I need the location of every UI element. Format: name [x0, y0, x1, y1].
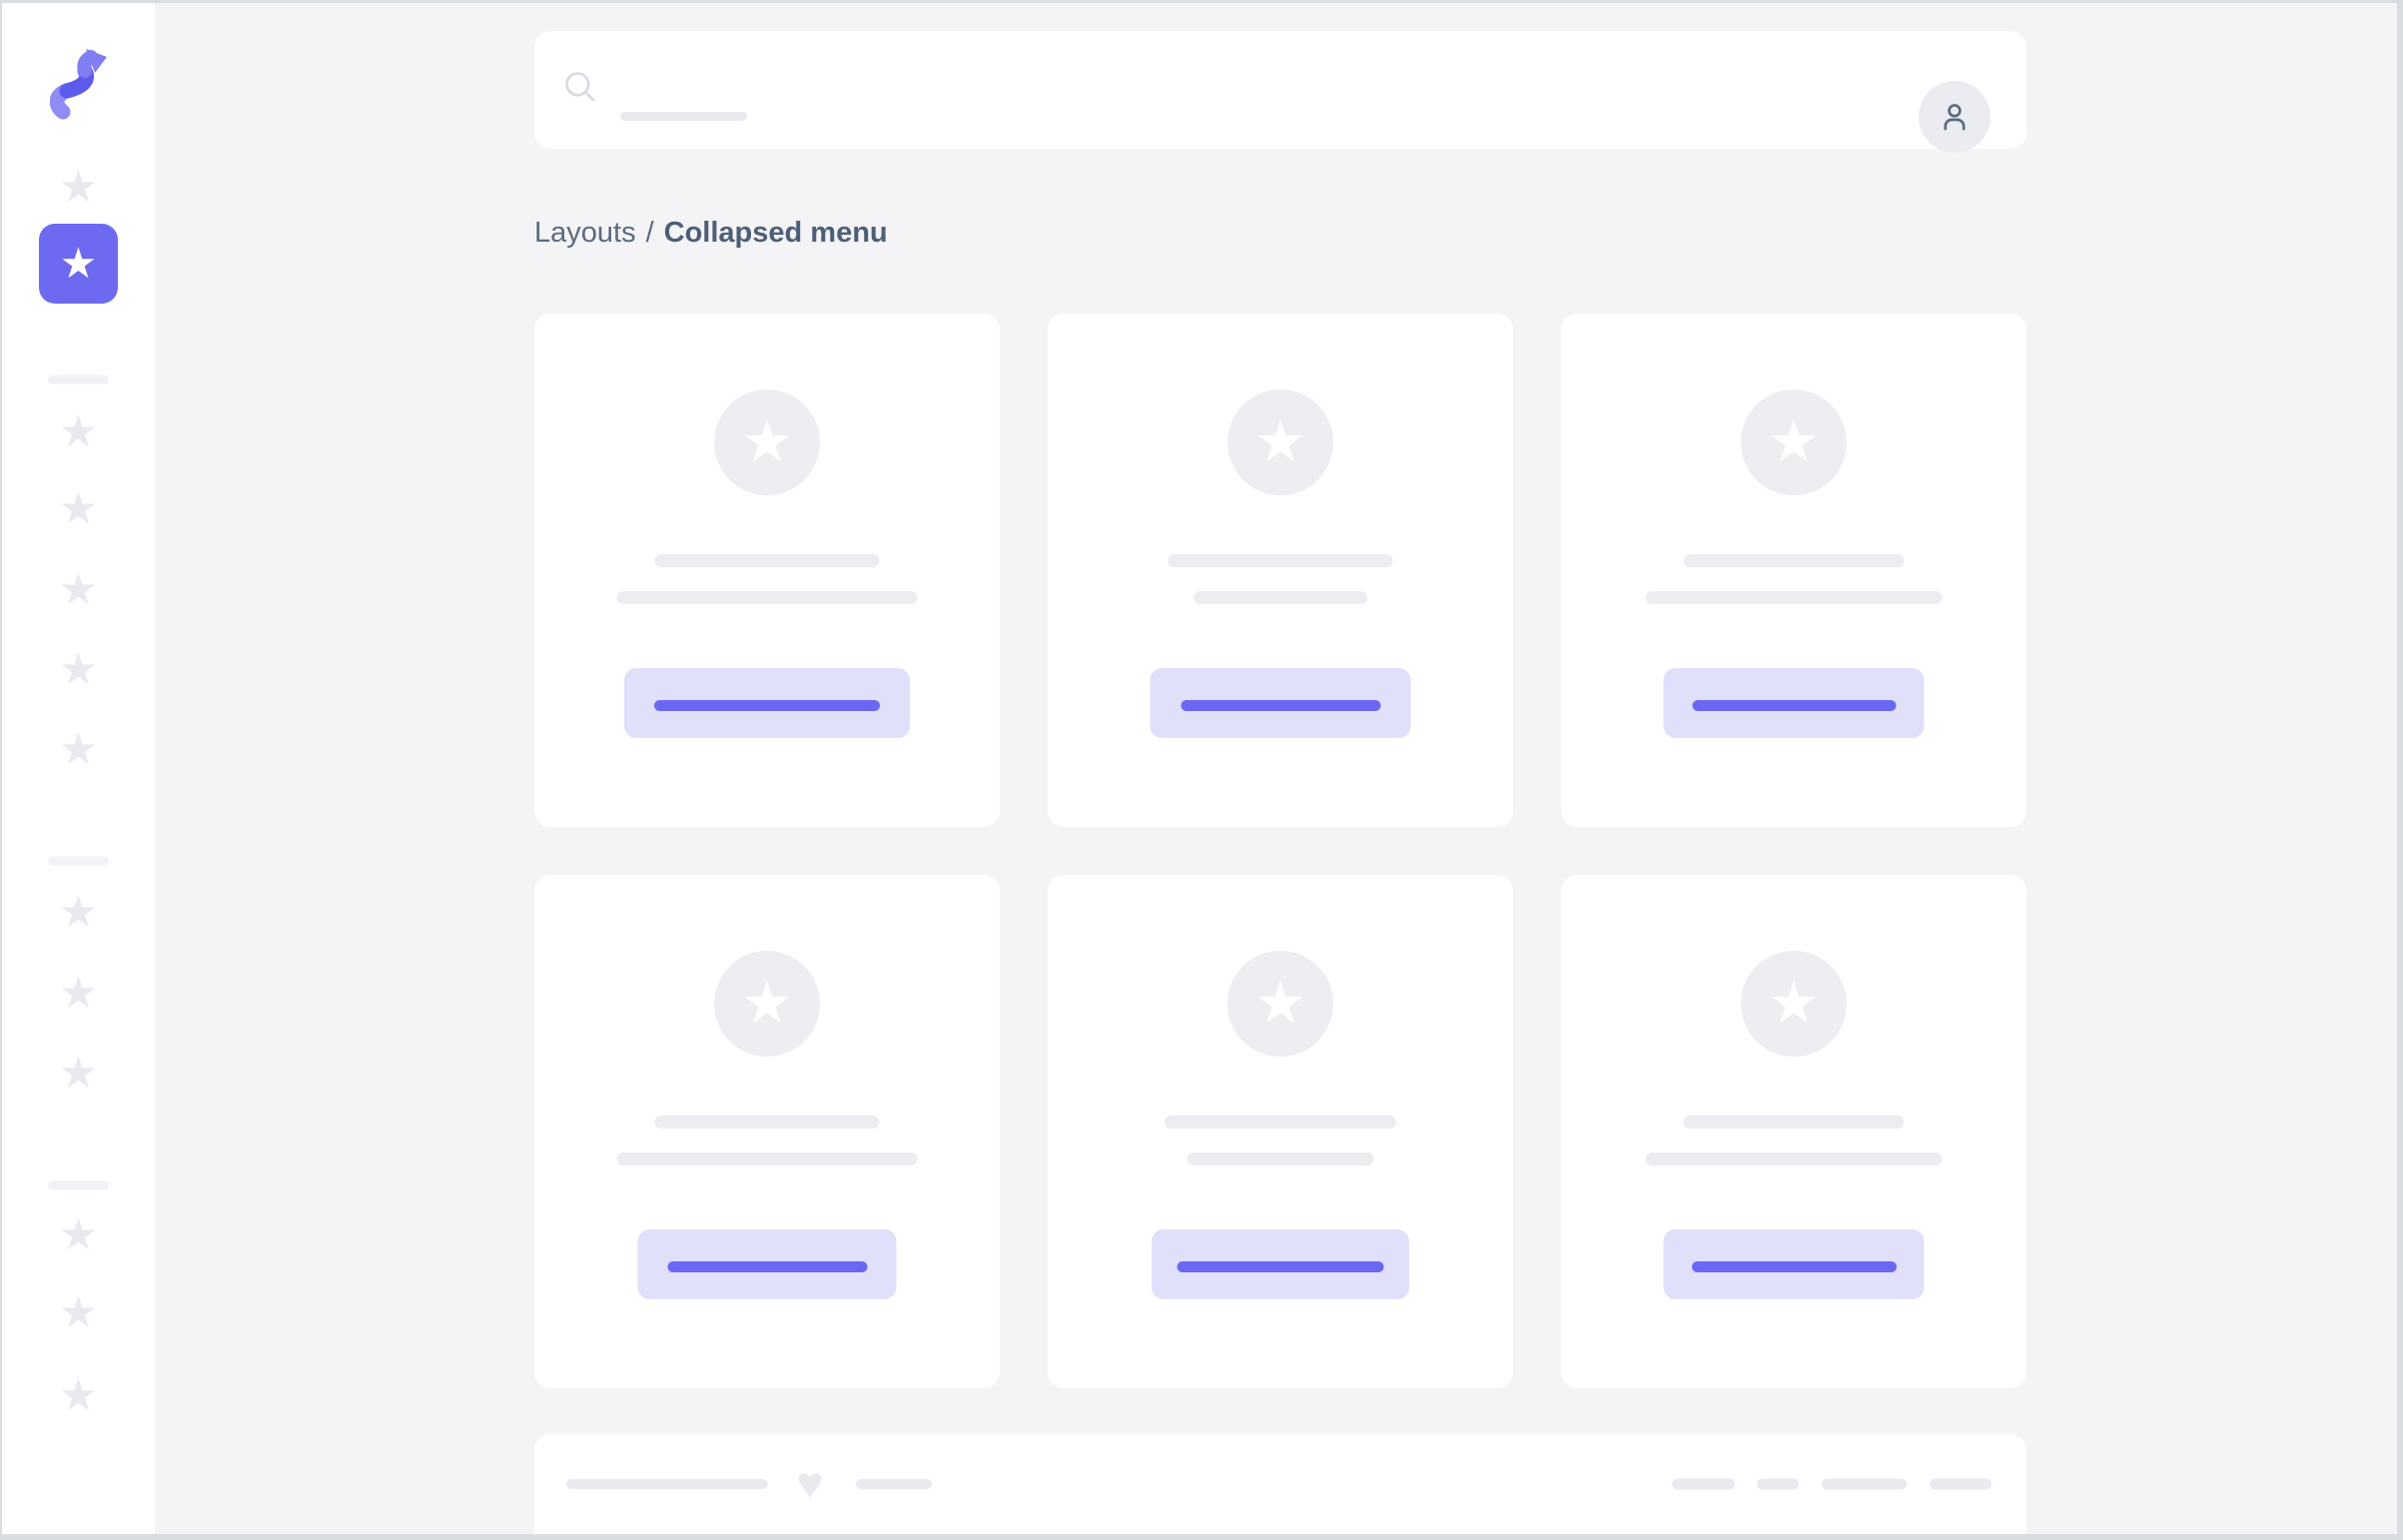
- sidebar-item-star-12[interactable]: ★: [58, 1288, 99, 1337]
- search-placeholder-bar: [620, 112, 747, 121]
- sidebar-section-divider: [48, 375, 109, 385]
- sidebar: ★ ★ ★ ★ ★ ★ ★ ★ ★ ★ ★ ★ ★: [2, 3, 155, 1534]
- card-subtitle-placeholder: [1187, 1153, 1374, 1165]
- sidebar-item-star-8[interactable]: ★: [58, 888, 99, 937]
- heart-icon[interactable]: ♥: [796, 1457, 824, 1510]
- footer-text-placeholder: [856, 1479, 932, 1489]
- card-action-button[interactable]: [1150, 668, 1411, 738]
- sidebar-item-star-5[interactable]: ★: [58, 565, 99, 614]
- sidebar-item-star-13[interactable]: ★: [58, 1371, 99, 1420]
- sidebar-item-star-1[interactable]: ★: [58, 163, 99, 212]
- card-title-placeholder: [1683, 554, 1905, 567]
- card: ★: [534, 314, 1000, 827]
- card-action-button[interactable]: [1152, 1229, 1409, 1299]
- topbar: [534, 31, 2026, 153]
- star-icon: ★: [1768, 409, 1820, 474]
- card-image-placeholder: ★: [714, 389, 820, 495]
- user-icon: [1944, 104, 1966, 131]
- search-input[interactable]: [534, 31, 1433, 149]
- star-icon: ★: [1254, 971, 1306, 1036]
- card-image-placeholder: ★: [1741, 951, 1847, 1057]
- bottom-bar: ♥: [534, 1434, 2026, 1534]
- footer-link-placeholder: [1930, 1478, 1992, 1490]
- card-subtitle-placeholder: [1194, 591, 1367, 604]
- card-subtitle-placeholder: [1645, 1153, 1943, 1165]
- star-icon: ★: [741, 409, 793, 474]
- button-label-placeholder: [1692, 700, 1896, 711]
- card-action-button[interactable]: [637, 1229, 897, 1299]
- card-image-placeholder: ★: [714, 951, 820, 1057]
- card-title-placeholder: [1683, 1116, 1905, 1129]
- footer-link-placeholder: [1757, 1478, 1799, 1490]
- app-logo-icon[interactable]: [50, 49, 108, 121]
- star-icon: ★: [59, 240, 98, 287]
- card-title-placeholder: [1165, 1116, 1396, 1129]
- star-icon: ★: [741, 971, 793, 1036]
- breadcrumb-link-layouts[interactable]: Layouts: [534, 217, 636, 249]
- card-subtitle-placeholder: [1645, 591, 1943, 604]
- breadcrumb-separator: /: [645, 217, 654, 249]
- card: ★: [1561, 314, 2026, 827]
- star-icon: ★: [1254, 409, 1306, 474]
- card: ★: [1048, 314, 1513, 827]
- footer-link-placeholder: [1822, 1478, 1907, 1490]
- sidebar-item-star-6[interactable]: ★: [58, 645, 99, 694]
- sidebar-item-star-3[interactable]: ★: [58, 407, 99, 456]
- sidebar-item-star-10[interactable]: ★: [58, 1049, 99, 1098]
- sidebar-item-star-11[interactable]: ★: [58, 1210, 99, 1259]
- sidebar-item-star-9[interactable]: ★: [58, 969, 99, 1018]
- card-action-button[interactable]: [624, 668, 910, 738]
- card: ★: [1048, 875, 1513, 1388]
- card-image-placeholder: ★: [1741, 389, 1847, 495]
- button-label-placeholder: [1691, 1261, 1897, 1272]
- sidebar-section-divider: [48, 1180, 109, 1190]
- button-label-placeholder: [654, 700, 880, 711]
- user-avatar-button[interactable]: [1919, 81, 1991, 153]
- card-title-placeholder: [654, 554, 880, 567]
- card-subtitle-placeholder: [616, 591, 918, 604]
- sidebar-item-star-7[interactable]: ★: [58, 725, 99, 774]
- sidebar-item-star-4[interactable]: ★: [58, 484, 99, 533]
- card-title-placeholder: [654, 1116, 880, 1129]
- card: ★: [1561, 875, 2026, 1388]
- search-icon: [565, 72, 595, 102]
- sidebar-section-divider: [48, 856, 109, 866]
- breadcrumb: Layouts / Collapsed menu: [534, 217, 888, 250]
- card-image-placeholder: ★: [1227, 951, 1333, 1057]
- star-icon: ★: [1768, 971, 1820, 1036]
- breadcrumb-current: Collapsed menu: [663, 217, 888, 249]
- button-label-placeholder: [1181, 700, 1380, 711]
- sidebar-item-star-active[interactable]: ★: [39, 224, 118, 304]
- card-subtitle-placeholder: [616, 1153, 918, 1165]
- footer-text-placeholder: [566, 1479, 768, 1489]
- card-image-placeholder: ★: [1227, 389, 1333, 495]
- card-action-button[interactable]: [1663, 668, 1925, 738]
- footer-link-placeholder: [1672, 1478, 1735, 1490]
- card-action-button[interactable]: [1663, 1229, 1925, 1299]
- card-title-placeholder: [1168, 554, 1393, 567]
- button-label-placeholder: [667, 1261, 867, 1272]
- button-label-placeholder: [1177, 1261, 1384, 1272]
- card: ★: [534, 875, 1000, 1388]
